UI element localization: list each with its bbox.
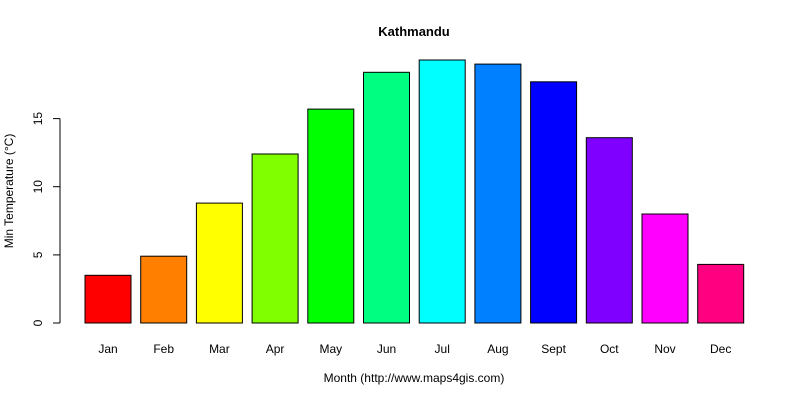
x-tick-label-sept: Sept bbox=[541, 342, 566, 356]
bar-sept bbox=[530, 81, 578, 324]
x-tick-label-dec: Dec bbox=[710, 342, 731, 356]
bar-nov bbox=[641, 213, 689, 324]
y-tick-label-0: 0 bbox=[31, 319, 45, 326]
bar-jul bbox=[418, 59, 466, 324]
x-tick-label-jun: Jun bbox=[377, 342, 396, 356]
x-tick-label-apr: Apr bbox=[266, 342, 285, 356]
bar-may bbox=[307, 108, 355, 324]
y-axis: 0 5 10 15 bbox=[31, 112, 61, 326]
x-tick-label-jan: Jan bbox=[98, 342, 117, 356]
bar-mar bbox=[195, 202, 243, 324]
bar-feb bbox=[140, 255, 188, 324]
bar-jan bbox=[84, 274, 132, 324]
bar-oct bbox=[585, 137, 633, 324]
y-tick-label-10: 10 bbox=[31, 180, 45, 194]
bar-dec bbox=[697, 263, 745, 324]
x-tick-label-jul: Jul bbox=[435, 342, 450, 356]
category-labels-group: Jan Feb Mar Apr May Jun Jul Aug Sept Oct Nov Dec bbox=[98, 342, 731, 356]
x-tick-label-aug: Aug bbox=[487, 342, 508, 356]
chart-title: Kathmandu bbox=[378, 24, 450, 39]
bar-jun bbox=[363, 71, 410, 324]
y-axis-label: Min Temperature (°C) bbox=[2, 134, 16, 249]
x-tick-label-oct: Oct bbox=[600, 342, 619, 356]
bars-group bbox=[84, 59, 745, 324]
x-tick-label-nov: Nov bbox=[654, 342, 675, 356]
x-axis-label: Month (http://www.maps4gis.com) bbox=[324, 371, 505, 385]
bar-apr bbox=[251, 153, 299, 324]
y-tick-label-5: 5 bbox=[31, 251, 45, 258]
x-tick-label-feb: Feb bbox=[153, 342, 174, 356]
x-tick-label-may: May bbox=[319, 342, 342, 356]
bar-aug bbox=[474, 63, 522, 324]
y-tick-label-15: 15 bbox=[31, 112, 45, 126]
x-tick-label-mar: Mar bbox=[209, 342, 230, 356]
